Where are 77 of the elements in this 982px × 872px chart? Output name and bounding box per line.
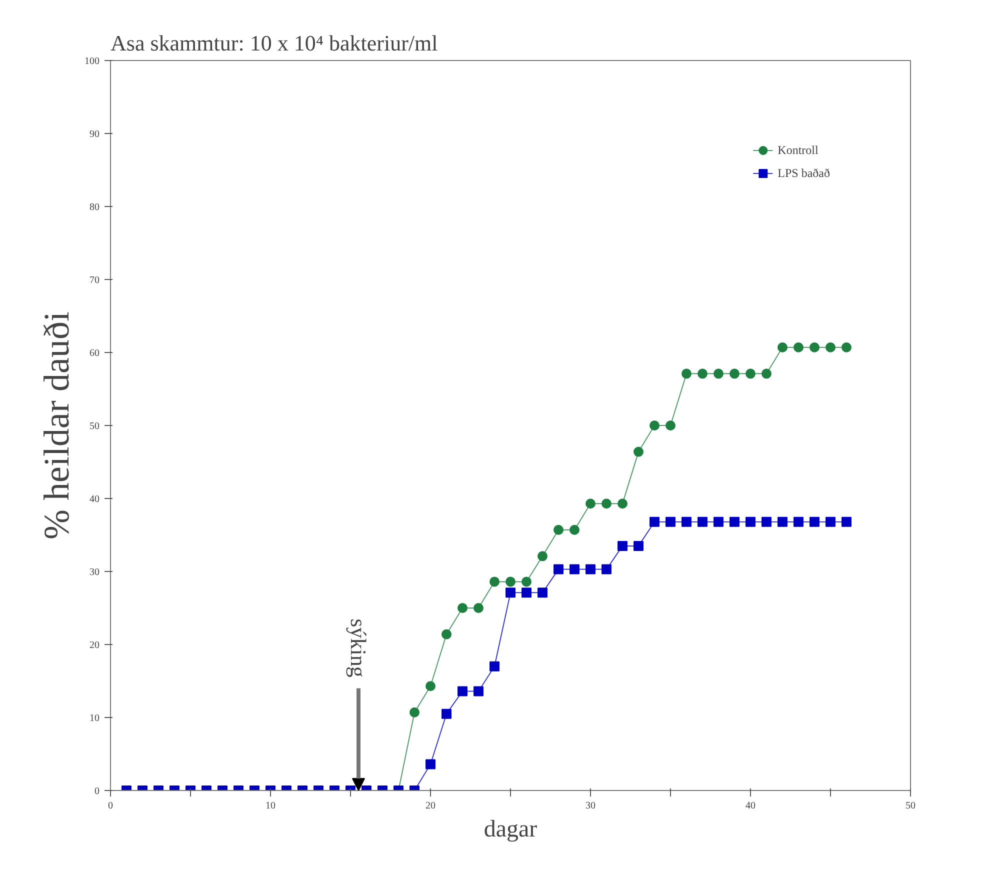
point <box>490 661 500 672</box>
point <box>730 516 740 527</box>
point <box>474 603 484 613</box>
point <box>794 342 804 352</box>
y-tick-label: 30 <box>90 567 100 578</box>
point <box>746 368 756 379</box>
y-axis-title: % heildar dauði <box>36 312 76 540</box>
point <box>682 516 692 527</box>
point <box>698 516 708 527</box>
point <box>842 342 852 352</box>
point <box>810 342 820 352</box>
point <box>618 498 628 509</box>
point <box>826 342 836 352</box>
point <box>810 516 820 527</box>
point <box>634 446 644 457</box>
y-tick-label: 40 <box>90 494 100 505</box>
y-tick-label: 80 <box>90 202 100 213</box>
x-tick-label: 50 <box>906 800 916 812</box>
point <box>682 368 692 379</box>
point <box>442 629 452 640</box>
point <box>698 368 708 379</box>
point <box>762 368 772 379</box>
point <box>586 498 596 509</box>
point <box>410 707 420 718</box>
y-tick-label: 0 <box>94 786 100 797</box>
point <box>762 516 772 527</box>
legend-label: LPS baðað <box>778 166 830 180</box>
point <box>666 420 676 430</box>
point <box>458 603 468 613</box>
y-tick-label: 60 <box>90 348 100 359</box>
point <box>522 588 532 598</box>
x-tick-label: 0 <box>108 800 113 812</box>
x-tick-label: 40 <box>746 800 756 812</box>
point <box>554 564 564 574</box>
y-tick-label: 10 <box>90 713 100 724</box>
point <box>650 420 660 430</box>
point <box>634 540 644 551</box>
y-tick-label: 50 <box>90 421 100 432</box>
point <box>506 576 516 587</box>
y-tick-label: 100 <box>84 56 100 67</box>
point <box>442 708 452 719</box>
x-tick-label: 30 <box>586 800 596 812</box>
point <box>490 576 500 587</box>
point <box>650 516 660 527</box>
point <box>426 681 436 692</box>
point <box>794 516 804 527</box>
point <box>586 564 596 574</box>
y-tick-label: 90 <box>90 129 100 140</box>
point <box>602 498 612 509</box>
x-tick-label: 10 <box>266 800 276 812</box>
x-tick-label: 20 <box>426 800 436 812</box>
point <box>458 686 468 696</box>
point <box>746 516 756 527</box>
point <box>474 686 484 696</box>
point <box>618 540 628 551</box>
point <box>714 516 724 527</box>
point <box>538 551 548 562</box>
x-axis-title: dagar <box>484 816 538 842</box>
point <box>842 516 852 527</box>
annotation: sýking <box>346 618 371 678</box>
point <box>602 564 612 574</box>
y-tick-label: 70 <box>90 275 100 286</box>
point <box>778 516 788 527</box>
point <box>666 516 676 527</box>
point <box>570 524 580 535</box>
point <box>570 564 580 574</box>
point <box>554 524 564 535</box>
point <box>826 516 836 527</box>
chart-title: Asa skammtur: 10 x 10⁴ bakteriur/ml <box>110 30 438 56</box>
y-tick-label: 20 <box>90 640 100 651</box>
point <box>778 342 788 352</box>
point <box>506 588 516 598</box>
legend-label: Kontroll <box>778 142 818 158</box>
point <box>538 588 548 598</box>
point <box>730 368 740 379</box>
point <box>714 368 724 379</box>
point <box>522 576 532 587</box>
